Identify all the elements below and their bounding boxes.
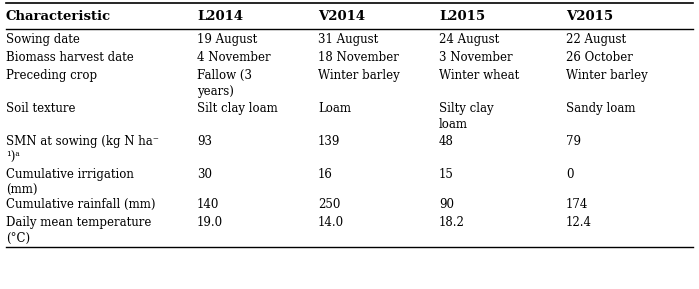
Text: 140: 140 (197, 198, 219, 211)
Text: 18 November: 18 November (318, 51, 399, 64)
Text: 26 October: 26 October (566, 51, 633, 64)
Text: 19 August: 19 August (197, 33, 257, 46)
Text: L2014: L2014 (197, 10, 243, 23)
Text: 22 August: 22 August (566, 33, 626, 46)
Text: Fallow (3
years): Fallow (3 years) (197, 69, 252, 98)
Text: 90: 90 (439, 198, 454, 211)
Text: Sandy loam: Sandy loam (566, 102, 635, 115)
Text: 174: 174 (566, 198, 589, 211)
Text: 0: 0 (566, 168, 573, 181)
Text: V2014: V2014 (318, 10, 365, 23)
Text: L2015: L2015 (439, 10, 485, 23)
Text: 3 November: 3 November (439, 51, 512, 64)
Text: Silt clay loam: Silt clay loam (197, 102, 278, 115)
Text: Cumulative rainfall (mm): Cumulative rainfall (mm) (6, 198, 155, 211)
Text: Biomass harvest date: Biomass harvest date (6, 51, 134, 64)
Text: 18.2: 18.2 (439, 216, 465, 229)
Text: Soil texture: Soil texture (6, 102, 75, 115)
Text: Cumulative irrigation
(mm): Cumulative irrigation (mm) (6, 168, 134, 197)
Text: 16: 16 (318, 168, 333, 181)
Text: 93: 93 (197, 135, 212, 148)
Text: 15: 15 (439, 168, 454, 181)
Text: V2015: V2015 (566, 10, 613, 23)
Text: Characteristic: Characteristic (6, 10, 111, 23)
Text: 31 August: 31 August (318, 33, 378, 46)
Text: 4 November: 4 November (197, 51, 271, 64)
Text: Loam: Loam (318, 102, 351, 115)
Text: 19.0: 19.0 (197, 216, 223, 229)
Text: 24 August: 24 August (439, 33, 499, 46)
Text: Sowing date: Sowing date (6, 33, 80, 46)
Text: Preceding crop: Preceding crop (6, 69, 97, 82)
Text: SMN at sowing (kg N ha⁻
¹)ᵃ: SMN at sowing (kg N ha⁻ ¹)ᵃ (6, 135, 159, 164)
Text: Winter barley: Winter barley (566, 69, 648, 82)
Text: Silty clay
loam: Silty clay loam (439, 102, 493, 131)
Text: Winter wheat: Winter wheat (439, 69, 519, 82)
Text: 30: 30 (197, 168, 212, 181)
Text: 79: 79 (566, 135, 581, 148)
Text: Daily mean temperature
(°C): Daily mean temperature (°C) (6, 216, 152, 245)
Text: 12.4: 12.4 (566, 216, 592, 229)
Text: 14.0: 14.0 (318, 216, 344, 229)
Text: Winter barley: Winter barley (318, 69, 400, 82)
Text: 48: 48 (439, 135, 454, 148)
Text: 250: 250 (318, 198, 340, 211)
Text: 139: 139 (318, 135, 340, 148)
